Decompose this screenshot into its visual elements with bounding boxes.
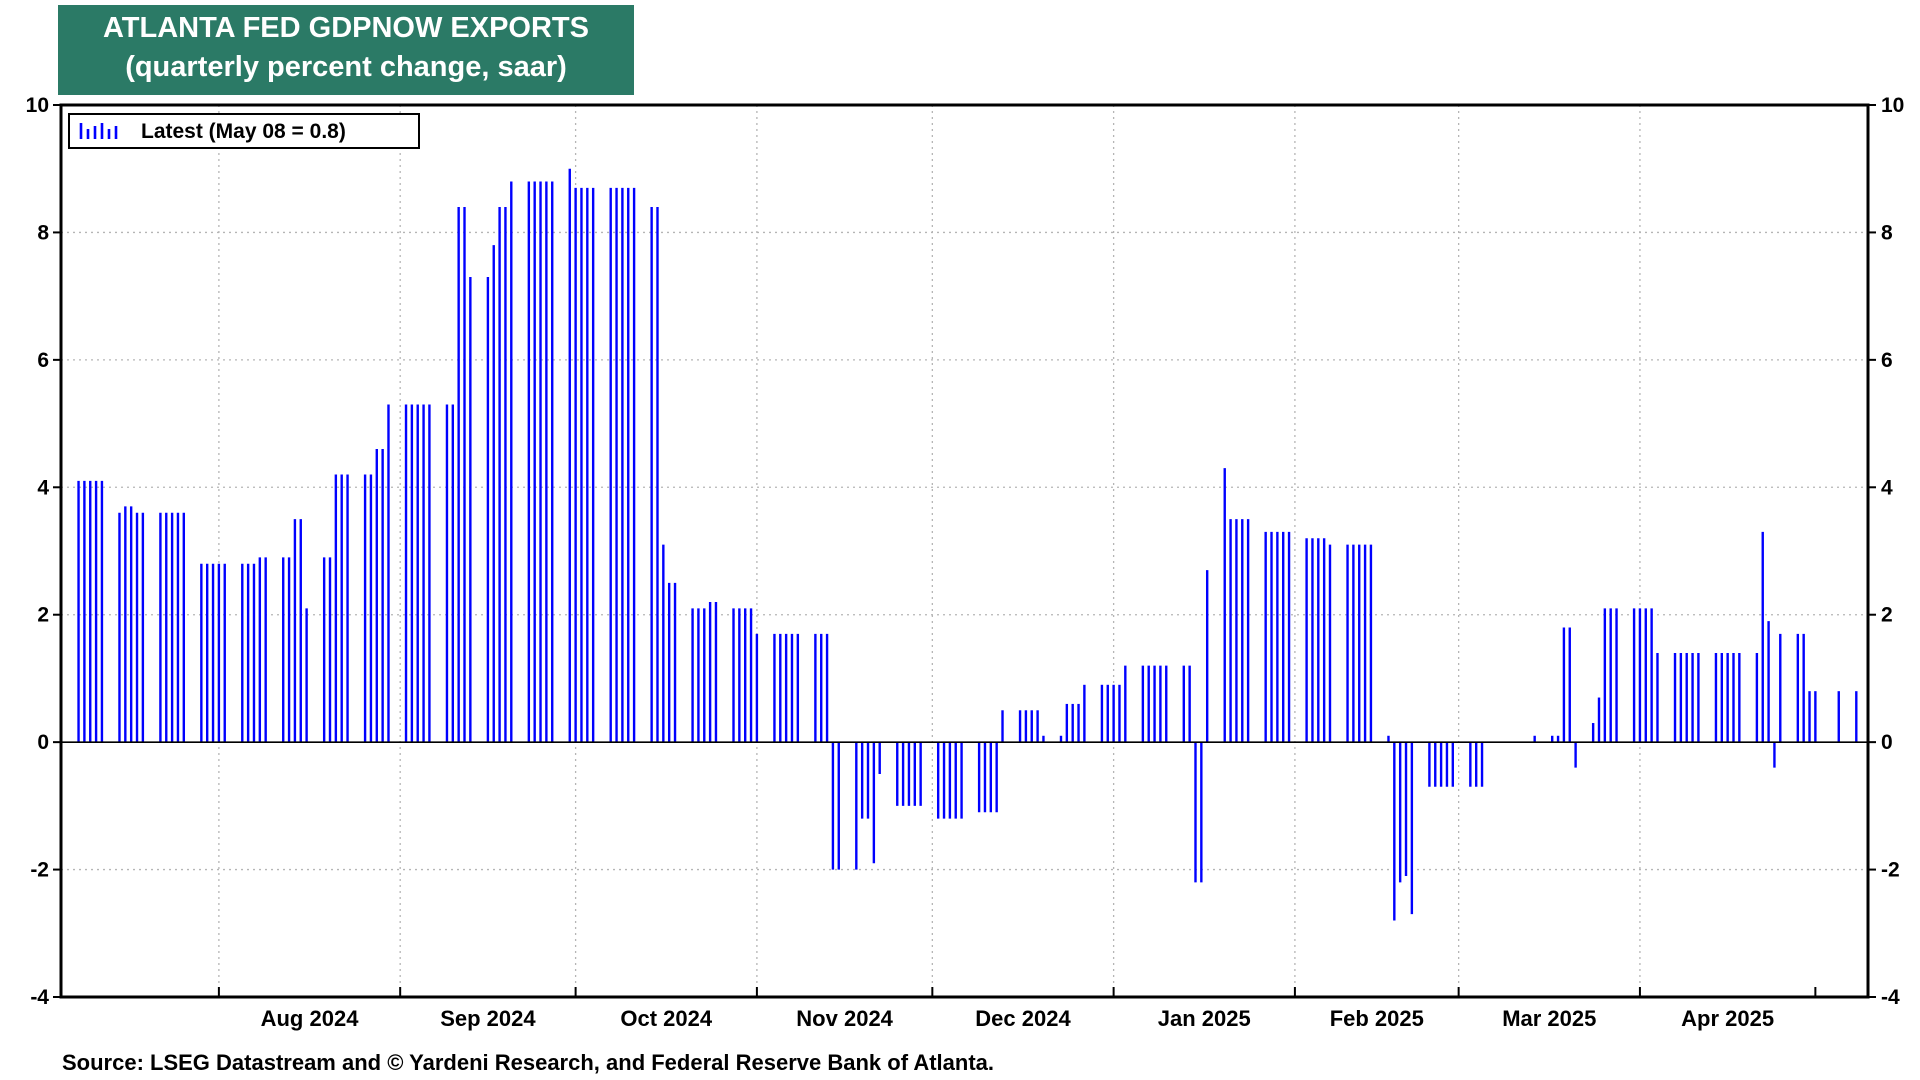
x-tick-label: Sep 2024 [440,1006,536,1031]
chart-subtitle: (quarterly percent change, saar) [125,51,567,83]
grid-lines [61,105,1868,997]
plot-frame [59,103,1870,999]
chart-title-box: ATLANTA FED GDPNOW EXPORTS (quarterly pe… [58,5,634,95]
y-tick-label-left: 0 [37,731,49,754]
x-tick-label: Mar 2025 [1502,1006,1596,1031]
legend-box [68,113,420,149]
axes: -4 -4 -2 -2 0 0 2 2 4 4 6 6 8 8 10 10 Aug 2024 Sep 2024 Oc… [26,94,1905,1031]
y-tick-label-right: 0 [1881,731,1893,754]
y-tick-label-left: 2 [37,604,49,627]
y-tick-label-right: 6 [1881,349,1893,372]
y-tick-label-left: 4 [37,476,49,499]
x-tick-label: Feb 2025 [1330,1006,1424,1031]
y-tick-label-right: -2 [1881,859,1900,882]
y-tick-label-right: 10 [1881,94,1904,117]
chart-title: ATLANTA FED GDPNOW EXPORTS [102,12,589,44]
x-tick-label: Aug 2024 [261,1006,360,1031]
source-note: Source: LSEG Datastream and © Yardeni Re… [62,1050,994,1075]
legend: Latest (May 08 = 0.8) [68,113,420,149]
y-tick-label-left: 6 [37,349,49,372]
y-tick-label-left: -2 [30,859,49,882]
x-tick-label: Nov 2024 [796,1006,893,1031]
y-tick-label-right: -4 [1881,986,1900,1009]
y-tick-label-left: 8 [37,221,49,244]
x-tick-label: Oct 2024 [620,1006,712,1031]
y-tick-label-left: -4 [30,986,49,1009]
legend-swatch [79,123,118,139]
y-tick-label-right: 4 [1881,476,1893,499]
x-tick-label: Apr 2025 [1681,1006,1774,1031]
y-tick-label-right: 2 [1881,604,1893,627]
legend-label: Latest (May 08 = 0.8) [141,120,346,143]
bar-series [77,168,1858,921]
x-tick-label: Dec 2024 [975,1006,1071,1031]
x-tick-label: Jan 2025 [1158,1006,1251,1031]
y-tick-label-right: 8 [1881,221,1893,244]
y-tick-label-left: 10 [26,94,49,117]
